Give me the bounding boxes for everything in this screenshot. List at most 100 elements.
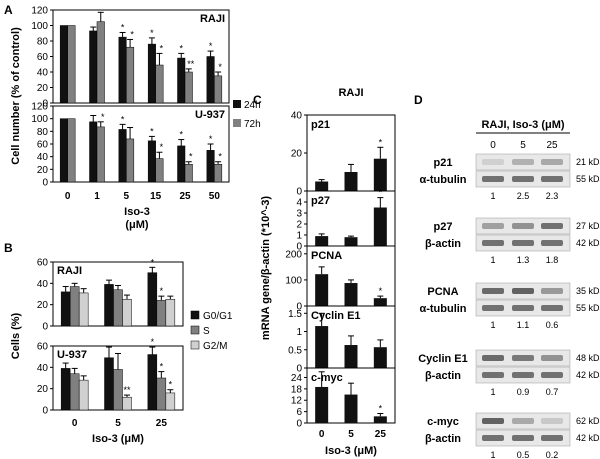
chart-a-xtick-label: 15 (150, 191, 162, 202)
chart-c-xtick-label: 0 (319, 429, 325, 440)
chart-a-significance: * (101, 112, 105, 122)
chart-a-ytick-label: 80 (37, 37, 49, 48)
chart-c-bar (373, 158, 387, 191)
chart-c-bar (373, 298, 387, 306)
blot-kda-label: 62 kDa (576, 416, 600, 426)
chart-a-bar (59, 25, 68, 104)
blot-ratio: 0.9 (517, 387, 530, 397)
chart-c-significance: * (379, 404, 383, 414)
chart-b-subplot-title: U-937 (57, 349, 87, 361)
blot-control-label: β-actin (425, 433, 461, 445)
chart-b-significance: * (151, 257, 155, 267)
chart-c-bar (373, 416, 387, 423)
blot-control-label: α-tubulin (419, 303, 466, 315)
blot-ratio: 1.1 (517, 320, 530, 330)
blot-ratio: 2.3 (546, 191, 559, 201)
chart-b-xtick-label: 5 (115, 418, 121, 429)
chart-b-bar (69, 286, 80, 327)
chart-b-xtick-label: 25 (156, 418, 168, 429)
blot-band (541, 159, 563, 165)
chart-a-bar (177, 145, 186, 183)
chart-c-subplot-title: Cyclin E1 (311, 310, 361, 322)
blot-band (541, 240, 563, 246)
chart-a-bar (147, 140, 156, 183)
chart-a-bar (89, 30, 98, 104)
chart-a-bar (147, 43, 156, 104)
chart-c-bar (373, 347, 387, 368)
chart-b-bar (113, 289, 123, 327)
chart-a-ytick-label: 40 (37, 68, 49, 79)
blot-kda-label: 35 kDa (576, 286, 600, 296)
blot-band (512, 305, 534, 311)
chart-a-ytick-label: 60 (37, 140, 49, 151)
chart-a-bar (206, 56, 215, 104)
chart-b-bar (104, 357, 114, 411)
blot-kda-label: 55 kDa (576, 303, 600, 313)
chart-b-bar (113, 369, 123, 411)
chart-a-xtick-label: 50 (209, 191, 221, 202)
chart-a-bar (118, 129, 127, 183)
chart-a-ytick-label: 80 (37, 127, 49, 138)
blot-band (482, 305, 504, 311)
chart-b-ytick-label: 0 (42, 322, 48, 333)
chart-a-legend-swatch (233, 119, 241, 127)
chart-a-bar (59, 118, 68, 183)
chart-c-ytick-label: 0 (296, 364, 302, 375)
chart-a-ytick-label: 40 (37, 152, 49, 163)
chart-c-xlabel: Iso-3 (μM) (325, 445, 377, 457)
blot-band (482, 418, 504, 424)
blot-ratio: 1 (490, 387, 495, 397)
chart-a-bar (126, 46, 135, 104)
chart-c-ytick-label: 3 (296, 209, 302, 220)
chart-b-ytick-label: 40 (37, 279, 49, 290)
panel-label-c: C (253, 93, 262, 107)
chart-a-significance: * (218, 62, 222, 72)
chart-a-ytick-label: 0 (42, 178, 48, 189)
chart-c-significance: * (379, 188, 383, 198)
blot-target-label: c-myc (427, 416, 459, 428)
chart-a-xtick-label: 0 (65, 191, 71, 202)
chart-b-ytick-label: 20 (37, 384, 49, 395)
chart-c-subplot-title: p27 (311, 195, 330, 207)
chart-c-bar (344, 283, 358, 306)
chart-c-ytick-label: 100 (285, 275, 302, 286)
blot-band (512, 288, 534, 294)
chart-b-bar (60, 368, 71, 411)
chart-a-legend-label: 24h (244, 100, 261, 111)
chart-a-bar (118, 36, 127, 104)
blot-band (541, 355, 563, 361)
panel-label-a: A (4, 3, 13, 17)
chart-a-ytick-label: 120 (31, 102, 48, 113)
chart-a-significance: * (150, 126, 154, 136)
chart-b-ytick-label: 0 (42, 406, 48, 417)
chart-b-bar (156, 300, 167, 327)
chart-b-bar (104, 284, 114, 327)
blot-control-label: α-tubulin (419, 174, 466, 186)
chart-b-significance: * (160, 362, 164, 372)
chart-a-ytick-label: 20 (37, 165, 49, 176)
chart-b-legend-label: G2/M (203, 341, 227, 352)
chart-a-significance: * (179, 130, 183, 140)
chart-a-xlabel: Iso-3 (124, 206, 150, 218)
chart-c-ytick-label: 12 (291, 396, 303, 407)
chart-b-bar (60, 291, 71, 327)
chart-a-ytick-label: 100 (31, 21, 48, 32)
blot-band (541, 176, 563, 182)
blot-kda-label: 42 kDa (576, 238, 600, 248)
chart-a-ytick-label: 60 (37, 52, 49, 63)
chart-c-ytick-label: 0 (296, 419, 302, 430)
western-blot-panel: RAJI, Iso-3 (μM) 0 5 25 p21 21 kDa α-tubulin 55… (418, 119, 600, 459)
chart-b-legend-label: S (203, 326, 210, 337)
blot-target-label: Cyclin E1 (418, 353, 468, 365)
blot-kda-label: 55 kDa (576, 174, 600, 184)
chart-a-xtick-label: 25 (179, 191, 191, 202)
chart-c-title: RAJI (338, 87, 363, 99)
blot-dose-label: 0 (490, 140, 496, 151)
blot-control-label: β-actin (425, 370, 461, 382)
blot-band (541, 418, 563, 424)
blot-control-label: β-actin (425, 238, 461, 250)
blot-dose-label: 5 (520, 140, 526, 151)
chart-c-bar (344, 237, 358, 246)
blot-ratio: 0.2 (546, 450, 559, 459)
